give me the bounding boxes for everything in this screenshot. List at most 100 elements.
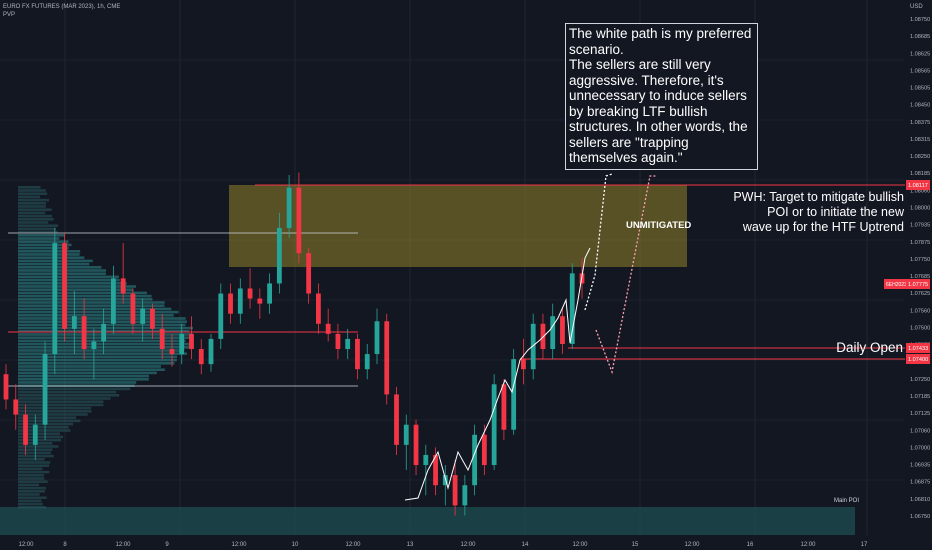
candle <box>306 248 312 304</box>
scenario-note: The white path is my preferred scenario.… <box>565 23 758 170</box>
candle <box>13 384 19 430</box>
pink-path-projection <box>595 175 656 375</box>
price-tick-label: 1.08750 <box>910 17 930 23</box>
time-tick-label: 12:00 <box>572 542 588 548</box>
price-tick-label: 1.08685 <box>910 34 930 40</box>
time-tick-label: 12:00 <box>231 542 247 548</box>
time-axis-labels: 12:00 8 12:00 9 12:00 10 12:00 13 12:00 14 12:00 15… <box>18 542 868 548</box>
candle <box>23 404 28 455</box>
price-tick-label: 1.07250 <box>910 377 930 383</box>
candle <box>120 243 126 304</box>
candle <box>384 313 390 405</box>
candle <box>179 323 185 365</box>
time-tick-label: 12:00 <box>684 542 700 548</box>
candle <box>550 303 556 360</box>
candle <box>81 298 87 360</box>
candle <box>237 278 243 324</box>
candle <box>3 364 9 410</box>
svg-text:1.07775: 1.07775 <box>908 282 928 288</box>
time-tick-label: 12:00 <box>18 542 34 548</box>
candle <box>403 414 409 471</box>
candle <box>296 172 302 264</box>
candle <box>169 333 175 367</box>
price-tick-label: 1.07875 <box>910 240 930 246</box>
price-tick-label: 1.08565 <box>910 68 930 74</box>
candle <box>374 308 380 365</box>
price-tick-label: 1.07750 <box>910 257 930 263</box>
price-tag: 1.07433 <box>906 343 930 353</box>
candle <box>267 273 272 314</box>
price-tick-label: 1.08625 <box>910 51 930 57</box>
time-tick-label: 17 <box>861 542 868 548</box>
candle <box>364 343 370 380</box>
candle <box>150 303 155 339</box>
chart-grid <box>0 0 905 535</box>
candle <box>91 328 97 380</box>
price-tick-label: 1.08375 <box>910 120 930 126</box>
price-tag: 6EH2023 1.07775 <box>884 279 930 289</box>
time-tick-label: 14 <box>522 542 529 548</box>
price-tick-label: 1.07500 <box>910 325 930 331</box>
price-tick-label: 1.06875 <box>910 480 930 486</box>
price-tick-label: 1.08000 <box>910 206 930 212</box>
time-tick-label: 12:00 <box>115 542 131 548</box>
candle <box>413 419 419 476</box>
candle <box>462 475 468 516</box>
time-tick-label: 13 <box>407 542 414 548</box>
time-tick-label: 12:00 <box>345 542 361 548</box>
candle <box>452 459 458 516</box>
candle <box>189 316 194 360</box>
candle <box>511 349 517 435</box>
candle <box>521 338 526 385</box>
price-tick-label: 1.07125 <box>910 411 930 417</box>
time-axis[interactable] <box>0 535 905 550</box>
candle <box>71 291 77 355</box>
candle <box>130 288 136 334</box>
candle <box>501 379 507 440</box>
candle <box>423 444 429 496</box>
candle <box>208 333 214 372</box>
time-tick-label: 9 <box>165 542 169 548</box>
price-tick-label: 1.08450 <box>910 103 930 109</box>
candle <box>472 424 478 496</box>
candle <box>110 265 116 334</box>
price-tick-label: 1.08250 <box>910 154 930 160</box>
candle <box>257 288 263 319</box>
unmitigated-label: UNMITIGATED <box>626 220 692 231</box>
price-tag: 1.07400 <box>906 354 930 364</box>
volume-profile <box>18 186 193 509</box>
candlestick-series <box>3 172 585 516</box>
price-axis-labels: 1.08750 1.08685 1.08625 1.08565 1.08505 1.084… <box>910 17 930 520</box>
candle <box>530 313 536 380</box>
indicator-label: PVP <box>3 12 16 18</box>
candle <box>316 283 321 334</box>
candle <box>560 308 565 355</box>
svg-text:1.07400: 1.07400 <box>908 357 928 363</box>
candle <box>433 447 438 496</box>
candle <box>394 386 399 455</box>
candle <box>247 268 253 309</box>
pwh-annotation: PWH: Target to mitigate bullish POI or t… <box>733 190 904 234</box>
daily-open-label: Daily Open <box>836 340 903 355</box>
price-tick-label: 1.07560 <box>910 308 930 314</box>
candle <box>62 232 67 342</box>
price-tick-label: 1.08505 <box>910 86 930 92</box>
time-tick-label: 12:00 <box>800 542 816 548</box>
price-tick-label: 1.07685 <box>910 274 930 280</box>
candle <box>286 174 292 239</box>
price-tick-label: 1.06810 <box>910 497 930 503</box>
svg-text:6EH2023: 6EH2023 <box>886 282 907 288</box>
price-tick-label: 1.08060 <box>910 188 930 194</box>
time-tick-label: 10 <box>292 542 299 548</box>
price-tick-label: 1.07185 <box>910 394 930 400</box>
price-tick-label: 1.07935 <box>910 223 930 229</box>
svg-text:1.08117: 1.08117 <box>908 183 928 189</box>
candle <box>481 424 487 476</box>
candle <box>101 308 107 355</box>
price-tick-label: 1.08185 <box>910 171 930 177</box>
price-axis[interactable] <box>905 0 932 550</box>
price-tag: 1.08117 <box>906 180 930 190</box>
main-poi-zone <box>0 507 855 535</box>
candle <box>276 212 282 294</box>
